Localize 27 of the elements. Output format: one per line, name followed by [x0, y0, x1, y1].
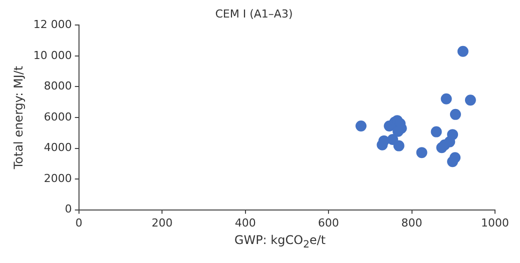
- x-tick-label: 200: [152, 216, 173, 230]
- point: [457, 46, 468, 57]
- y-tick-label: 4000: [44, 141, 72, 154]
- point: [430, 126, 442, 138]
- point: [393, 140, 404, 152]
- y-axis-title: Total energy: MJ/t: [11, 66, 26, 170]
- x-tick-label: 1000: [481, 216, 510, 230]
- point: [356, 120, 367, 132]
- y-tick-label: 10 000: [33, 48, 72, 62]
- point: [450, 108, 461, 120]
- point: [464, 94, 476, 106]
- y-tick-label: 0: [64, 202, 72, 216]
- point: [440, 93, 452, 104]
- point: [387, 134, 398, 145]
- x-axis-title: GWP: kgCO$_{2}$e/t: [233, 233, 327, 250]
- point: [416, 147, 428, 158]
- y-tick-label: 2000: [44, 172, 72, 185]
- chart-title: CEM I (A1–A3): [215, 7, 293, 20]
- x-tick-label: 0: [75, 216, 82, 230]
- x-tick-label: 600: [318, 216, 340, 230]
- y-tick-label: 8000: [44, 80, 72, 93]
- y-tick-label: 6000: [44, 110, 72, 124]
- y-tick-label: 12 000: [33, 18, 72, 32]
- x-tick-label: 400: [234, 216, 256, 230]
- x-tick-label: 800: [401, 216, 422, 230]
- point: [447, 156, 458, 168]
- point: [436, 142, 448, 154]
